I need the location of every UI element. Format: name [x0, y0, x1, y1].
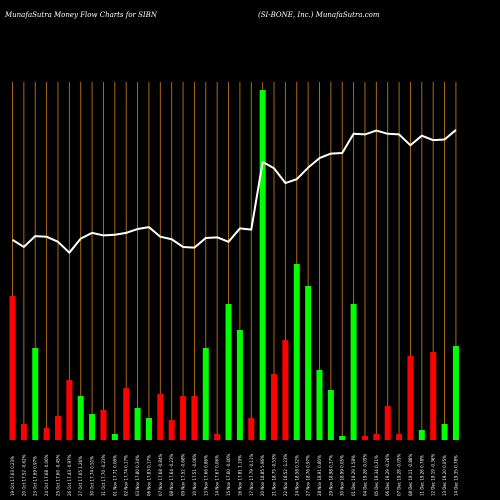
flow-bar [145, 418, 152, 440]
x-tick-label: 25 Oct 17.60 -0.45% [55, 454, 60, 496]
x-tick-label: 06 Dec 19.29 -0.26% [385, 454, 390, 496]
chart-subtitle: (SI-BONE, Inc.) MunafaSutra.com [258, 11, 380, 19]
x-tick-label: 07 Nov 17.68 -0.84% [158, 453, 163, 496]
flow-bar [157, 394, 164, 440]
flow-bar [271, 374, 278, 440]
x-tick-label: 13 Dec 19.20 0.05% [442, 455, 447, 496]
flow-bar [89, 414, 96, 440]
flow-bar [100, 410, 107, 440]
x-tick-label: 01 Nov 17.71 0.06% [112, 455, 117, 496]
flow-bar [111, 434, 118, 440]
x-tick-label: 24 Nov 18.58 0.32% [294, 455, 299, 496]
flow-bar [180, 396, 187, 440]
x-tick-label: 08 Dec 19.11 -0.88% [408, 454, 413, 496]
x-tick-label: 12 Dec 19.19 -0.36% [431, 454, 436, 496]
flow-bar [66, 380, 73, 440]
x-tick-label: 01 Dec 19.29 1.58% [351, 455, 356, 496]
x-tick-label: 15 Nov 17.60 -0.40% [226, 453, 231, 496]
flow-bar [248, 418, 255, 440]
flow-bar [282, 340, 289, 440]
x-tick-label: 19 Oct 17.63 0.23% [10, 456, 15, 496]
flow-bar [452, 346, 459, 440]
flow-bar [293, 264, 300, 440]
price-line [11, 129, 457, 254]
flow-bar [202, 348, 209, 440]
flow-bar [384, 406, 391, 440]
flow-bar [77, 396, 84, 440]
x-tick-label: 11 Dec 19.26 0.78% [419, 455, 424, 496]
flow-bar [350, 304, 357, 440]
x-tick-label: 06 Nov 17.83 0.17% [146, 455, 151, 496]
x-tick-label: 27 Oct 17.65 1.26% [78, 456, 83, 496]
x-tick-label: 26 Oct 17.43 -0.97% [67, 454, 72, 496]
flow-bar [339, 436, 346, 440]
money-flow-bars [9, 90, 459, 440]
flow-bar [361, 436, 368, 440]
x-tick-label: 09 Nov 17.52 -0.68% [181, 453, 186, 496]
flow-bar [54, 416, 61, 440]
x-tick-label: 27 Nov 18.76 0.97% [306, 455, 311, 496]
flow-bar [168, 420, 175, 440]
x-tick-label: 17 Nov 17.79 -0.11% [249, 453, 254, 496]
x-tick-label: 14 Nov 17.67 0.06% [215, 455, 220, 496]
x-tick-label: 30 Oct 17.74 0.51% [90, 456, 95, 496]
x-tick-label: 21 Nov 18.75 -0.53% [272, 453, 277, 496]
x-tick-label: 13 Nov 17.66 0.86% [203, 455, 208, 496]
x-tick-label: 23 Oct 17.69 0.97% [33, 456, 38, 496]
x-tick-label: 04 Dec 19.28 -0.05% [362, 454, 367, 496]
flow-bar [441, 424, 448, 440]
flow-bar [305, 286, 312, 440]
flow-bar [327, 390, 334, 440]
x-tick-label: 03 Nov 17.80 0.34% [135, 455, 140, 496]
x-tick-label: 16 Nov 17.81 1.19% [237, 455, 242, 496]
flow-bar [214, 434, 221, 440]
flow-bar [191, 396, 198, 440]
flow-bar [430, 352, 437, 440]
x-tick-label: 10 Nov 17.51 -0.06% [192, 453, 197, 496]
flow-bar [373, 434, 380, 440]
x-tick-label: 20 Nov 18.85 5.96% [260, 455, 265, 496]
flow-bar [225, 304, 232, 440]
flow-bar [259, 90, 266, 440]
x-tick-label: 31 Oct 17.70 -0.23% [101, 454, 106, 496]
flow-bar [9, 296, 16, 440]
flow-bar [407, 356, 414, 440]
x-tick-label: 07 Dec 19.28 -0.05% [397, 454, 402, 496]
flow-bar [236, 330, 243, 440]
x-tick-label: 05 Dec 19.34 0.31% [374, 455, 379, 496]
x-tick-label: 14 Dec 19.35 0.78% [453, 455, 458, 496]
flow-bar [316, 370, 323, 440]
x-tick-label: 28 Nov 18.91 0.80% [317, 455, 322, 496]
x-tick-label: 08 Nov 17.64 -0.23% [169, 453, 174, 496]
flow-bar [43, 428, 50, 440]
flow-bar [134, 408, 141, 440]
x-tick-label: 22 Nov 18.52 -1.23% [283, 453, 288, 496]
flow-bar [32, 348, 39, 440]
x-tick-label: 24 Oct 17.68 -0.06% [44, 454, 49, 496]
flow-bar [20, 424, 27, 440]
flow-bar [418, 430, 425, 440]
x-tick-label: 30 Nov 18.99 0.05% [340, 455, 345, 496]
flow-bar [123, 388, 130, 440]
x-axis-tick-labels: 19 Oct 17.63 0.23% 20 Oct 17.52 -0.62% 23 … [10, 453, 458, 496]
x-tick-label: 02 Nov 17.74 0.17% [124, 455, 129, 496]
chart-title: MunafaSutra Money Flow Charts for SIBN [4, 11, 158, 19]
x-tick-label: 20 Oct 17.52 -0.62% [21, 454, 26, 496]
x-tick-label: 29 Nov 18.98 0.37% [328, 455, 333, 496]
flow-bar [396, 434, 403, 440]
